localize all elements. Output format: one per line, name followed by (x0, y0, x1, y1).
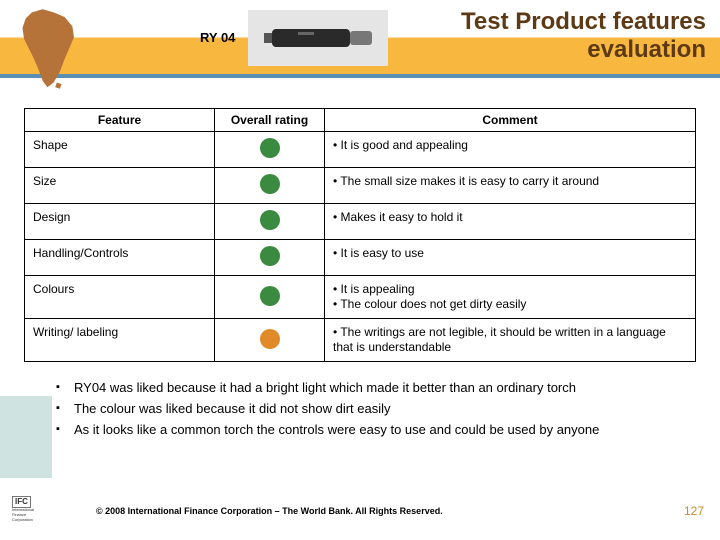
summary-item: The colour was liked because it did not … (56, 401, 690, 418)
title-line-2: evaluation (587, 36, 706, 63)
comment-list: It is good and appealing (333, 138, 687, 153)
comment-list: It is easy to use (333, 246, 687, 261)
rating-cell (215, 240, 325, 276)
table-row: Handling/Controls It is easy to use (25, 240, 696, 276)
comment-cell: It is good and appealing (325, 132, 696, 168)
comment-item: The writings are not legible, it should … (333, 325, 687, 355)
feature-cell: Writing/ labeling (25, 319, 215, 362)
comment-item: It is appealing (333, 282, 687, 297)
comment-cell: It is easy to use (325, 240, 696, 276)
table-header-row: Feature Overall rating Comment (25, 109, 696, 132)
table-row: Writing/ labeling The writings are not le… (25, 319, 696, 362)
rating-dot-icon (260, 174, 280, 194)
ry-label: RY 04 (200, 30, 235, 45)
comment-item: The colour does not get dirty easily (333, 297, 687, 312)
comment-list: The small size makes it is easy to carry… (333, 174, 687, 189)
col-rating: Overall rating (215, 109, 325, 132)
page-number: 127 (684, 504, 704, 518)
rating-dot-icon (260, 210, 280, 230)
feature-cell: Colours (25, 276, 215, 319)
summary-list: RY04 was liked because it had a bright l… (56, 380, 690, 439)
comment-cell: The small size makes it is easy to carry… (325, 168, 696, 204)
summary-accent-block (0, 396, 52, 478)
comment-item: It is good and appealing (333, 138, 687, 153)
rating-dot-icon (260, 246, 280, 266)
rating-dot-icon (260, 138, 280, 158)
ifc-logo: IFC International Finance Corporation (12, 496, 82, 528)
comment-cell: The writings are not legible, it should … (325, 319, 696, 362)
comment-list: It is appealingThe colour does not get d… (333, 282, 687, 312)
title-line-1: Test Product features (461, 8, 706, 35)
comment-cell: Makes it easy to hold it (325, 204, 696, 240)
comment-item: It is easy to use (333, 246, 687, 261)
comment-list: The writings are not legible, it should … (333, 325, 687, 355)
rating-cell (215, 168, 325, 204)
col-comment: Comment (325, 109, 696, 132)
africa-map-icon (10, 6, 88, 86)
table-row: Shape It is good and appealing (25, 132, 696, 168)
summary-item: RY04 was liked because it had a bright l… (56, 380, 690, 397)
table-row: Colours It is appealingThe colour does no… (25, 276, 696, 319)
header: RY 04 Test Product features evaluation (0, 0, 720, 78)
page-title: Test Product features evaluation (461, 8, 706, 63)
product-image (248, 10, 388, 66)
copyright-text: © 2008 International Finance Corporation… (96, 506, 443, 516)
ifc-logo-sub: International Finance Corporation (12, 507, 34, 522)
evaluation-table: Feature Overall rating Comment Shape It i… (24, 108, 696, 362)
content-area: Feature Overall rating Comment Shape It i… (0, 78, 720, 362)
comment-item: The small size makes it is easy to carry… (333, 174, 687, 189)
feature-cell: Design (25, 204, 215, 240)
rating-cell (215, 276, 325, 319)
comment-list: Makes it easy to hold it (333, 210, 687, 225)
table-row: Size The small size makes it is easy to c… (25, 168, 696, 204)
summary-item: As it looks like a common torch the cont… (56, 422, 690, 439)
col-feature: Feature (25, 109, 215, 132)
footer: IFC International Finance Corporation © … (0, 490, 720, 530)
comment-item: Makes it easy to hold it (333, 210, 687, 225)
rating-dot-icon (260, 286, 280, 306)
feature-cell: Shape (25, 132, 215, 168)
rating-cell (215, 132, 325, 168)
feature-cell: Handling/Controls (25, 240, 215, 276)
comment-cell: It is appealingThe colour does not get d… (325, 276, 696, 319)
feature-cell: Size (25, 168, 215, 204)
rating-dot-icon (260, 329, 280, 349)
table-row: Design Makes it easy to hold it (25, 204, 696, 240)
header-stripe (0, 74, 720, 78)
rating-cell (215, 319, 325, 362)
rating-cell (215, 204, 325, 240)
